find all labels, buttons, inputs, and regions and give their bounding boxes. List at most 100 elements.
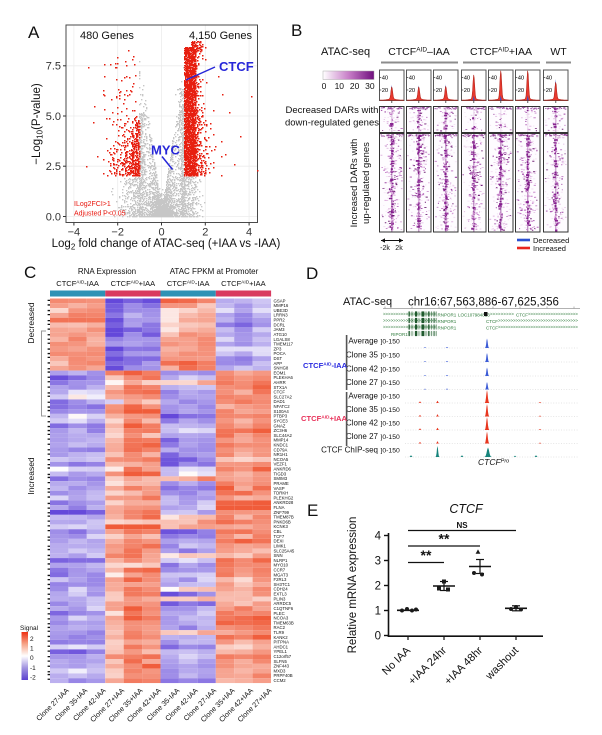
svg-text:POCA: POCA — [274, 351, 286, 356]
svg-text:]0-150: ]0-150 — [381, 339, 400, 346]
svg-text:GNAZ: GNAZ — [274, 423, 286, 428]
svg-text:CBL: CBL — [274, 529, 283, 534]
svg-text:20: 20 — [350, 81, 360, 91]
svg-text:]0-150: ]0-150 — [381, 394, 400, 401]
svg-text:FLNA: FLNA — [274, 505, 285, 510]
svg-text:Adjusted P<0.05: Adjusted P<0.05 — [74, 211, 126, 218]
svg-text:CTCFAID+IAA: CTCFAID+IAA — [301, 414, 348, 423]
svg-text:Signal: Signal — [20, 625, 39, 632]
svg-text:No IAA: No IAA — [380, 644, 414, 678]
svg-text:>>>>>>>>>: >>>>>>>>> — [490, 312, 514, 317]
svg-text:chr16:67,563,886-67,625,356: chr16:67,563,886-67,625,356 — [408, 297, 559, 309]
svg-text:2: 2 — [375, 581, 381, 593]
svg-text:SLC25A45: SLC25A45 — [274, 548, 295, 553]
svg-text:>>>>>>>>>>>>>>>>>>>>: >>>>>>>>>>>>>>>>>>>> — [528, 312, 578, 317]
svg-text:RNA Expression: RNA Expression — [78, 267, 136, 276]
svg-text:]0-150: ]0-150 — [381, 421, 400, 428]
svg-text:Relative mRNA expression: Relative mRNA expression — [347, 517, 359, 654]
svg-text:20: 20 — [409, 88, 415, 94]
svg-text:SYCE3: SYCE3 — [274, 419, 289, 424]
svg-text:SLFN5: SLFN5 — [274, 659, 288, 664]
svg-text:PLIN3: PLIN3 — [274, 596, 287, 601]
svg-text:MXD3: MXD3 — [274, 668, 287, 673]
svg-text:NFATC2: NFATC2 — [274, 404, 291, 409]
svg-text:2k: 2k — [395, 245, 403, 252]
svg-text:CCM2: CCM2 — [274, 678, 287, 683]
svg-text:TLR9: TLR9 — [274, 630, 285, 635]
svg-text:KCNK3: KCNK3 — [274, 524, 289, 529]
svg-text:40: 40 — [546, 76, 552, 82]
svg-text:ANKRD28: ANKRD28 — [274, 500, 294, 505]
svg-text:0: 0 — [158, 227, 164, 239]
svg-text:]0-150: ]0-150 — [381, 407, 400, 414]
svg-text:F2RL3: F2RL3 — [274, 577, 288, 582]
svg-text:C12orf57: C12orf57 — [274, 654, 292, 659]
svg-text:up-regulated genes: up-regulated genes — [361, 142, 372, 224]
svg-text:Average: Average — [348, 392, 378, 401]
svg-text:CTCFAID+IAA: CTCFAID+IAA — [221, 279, 265, 288]
svg-text:40: 40 — [382, 76, 388, 82]
svg-text:GSAP: GSAP — [274, 298, 286, 303]
svg-text:0: 0 — [375, 631, 381, 643]
svg-text:20: 20 — [436, 88, 442, 94]
svg-text:S100A4: S100A4 — [274, 409, 290, 414]
svg-text:CTCF ChIP-seq: CTCF ChIP-seq — [321, 446, 378, 455]
svg-text:Decreased: Decreased — [26, 302, 36, 343]
svg-text:Decreased DARs with: Decreased DARs with — [286, 105, 379, 116]
svg-text:]0-150: ]0-150 — [381, 353, 400, 360]
svg-text:KNDC1: KNDC1 — [274, 443, 289, 448]
svg-text:NCOA3: NCOA3 — [274, 616, 289, 621]
svg-text:CTCFAID+IAA: CTCFAID+IAA — [111, 279, 155, 288]
svg-text:TIGD3: TIGD3 — [274, 471, 287, 476]
svg-text:VEZF1: VEZF1 — [274, 462, 288, 467]
svg-text:2: 2 — [30, 636, 34, 643]
svg-text:0: 0 — [322, 81, 327, 91]
svg-text:20: 20 — [382, 88, 388, 94]
svg-text:20: 20 — [464, 88, 470, 94]
svg-text:>>>>>>>>>>>>>>>>>>>>>>>>>>>>>>: >>>>>>>>>>>>>>>>>>>>>>>>>>>>>>>> — [498, 325, 578, 330]
svg-text:Log2 fold change of ATAC-seq (: Log2 fold change of ATAC-seq (+IAA vs -I… — [52, 238, 281, 252]
svg-text:ILog2FCI>1: ILog2FCI>1 — [74, 201, 111, 208]
svg-text:SNN: SNN — [274, 553, 283, 558]
svg-text:YPEL1: YPEL1 — [274, 649, 288, 654]
svg-text:ZP3: ZP3 — [274, 346, 282, 351]
svg-text:0: 0 — [30, 655, 34, 662]
svg-text:**: ** — [421, 547, 432, 563]
svg-text:NCOA5: NCOA5 — [274, 457, 289, 462]
svg-text:1: 1 — [375, 606, 381, 618]
svg-text:MMP16: MMP16 — [274, 303, 289, 308]
svg-text:DCRL: DCRL — [274, 322, 286, 327]
svg-text:LGALS8: LGALS8 — [274, 337, 291, 342]
svg-text:−2: −2 — [111, 227, 124, 239]
svg-text:PLEKHG2: PLEKHG2 — [274, 495, 294, 500]
svg-text:CTCF: CTCF — [274, 390, 286, 395]
svg-text:PLEC: PLEC — [274, 611, 285, 616]
svg-text:MGAT3: MGAT3 — [274, 572, 289, 577]
svg-text:20: 20 — [491, 88, 497, 94]
svg-text:TCF7: TCF7 — [274, 534, 285, 539]
svg-text:Average: Average — [348, 337, 378, 346]
svg-text:LIMK1: LIMK1 — [274, 544, 287, 549]
svg-text:ZNF443: ZNF443 — [274, 664, 290, 669]
svg-text:AHRR: AHRR — [274, 380, 286, 385]
svg-text:0.0: 0.0 — [46, 211, 61, 223]
svg-text:MYO10: MYO10 — [274, 563, 289, 568]
svg-text:RNPOR1: RNPOR1 — [438, 319, 457, 324]
svg-text:−4: −4 — [68, 227, 81, 239]
svg-text:-2: -2 — [30, 674, 36, 681]
svg-text:DEXI: DEXI — [274, 539, 284, 544]
svg-text:STX1A: STX1A — [274, 385, 288, 390]
svg-text:SH3TC1: SH3TC1 — [274, 582, 291, 587]
svg-text:40: 40 — [491, 76, 497, 82]
svg-text:CD79A: CD79A — [274, 447, 288, 452]
svg-text:CTCFAID-IAA: CTCFAID-IAA — [56, 279, 99, 288]
svg-text:NLRP1: NLRP1 — [274, 558, 288, 563]
svg-text:TMEM63B: TMEM63B — [274, 620, 294, 625]
svg-text:RIPOR1: RIPOR1 — [391, 332, 408, 337]
svg-text:E: E — [307, 501, 318, 520]
svg-text:LOC107984813: LOC107984813 — [458, 312, 490, 317]
svg-text:DST: DST — [274, 356, 283, 361]
svg-text:KANK2: KANK2 — [274, 635, 289, 640]
svg-text:VASP: VASP — [274, 486, 285, 491]
svg-text:PTBP3: PTBP3 — [274, 414, 288, 419]
